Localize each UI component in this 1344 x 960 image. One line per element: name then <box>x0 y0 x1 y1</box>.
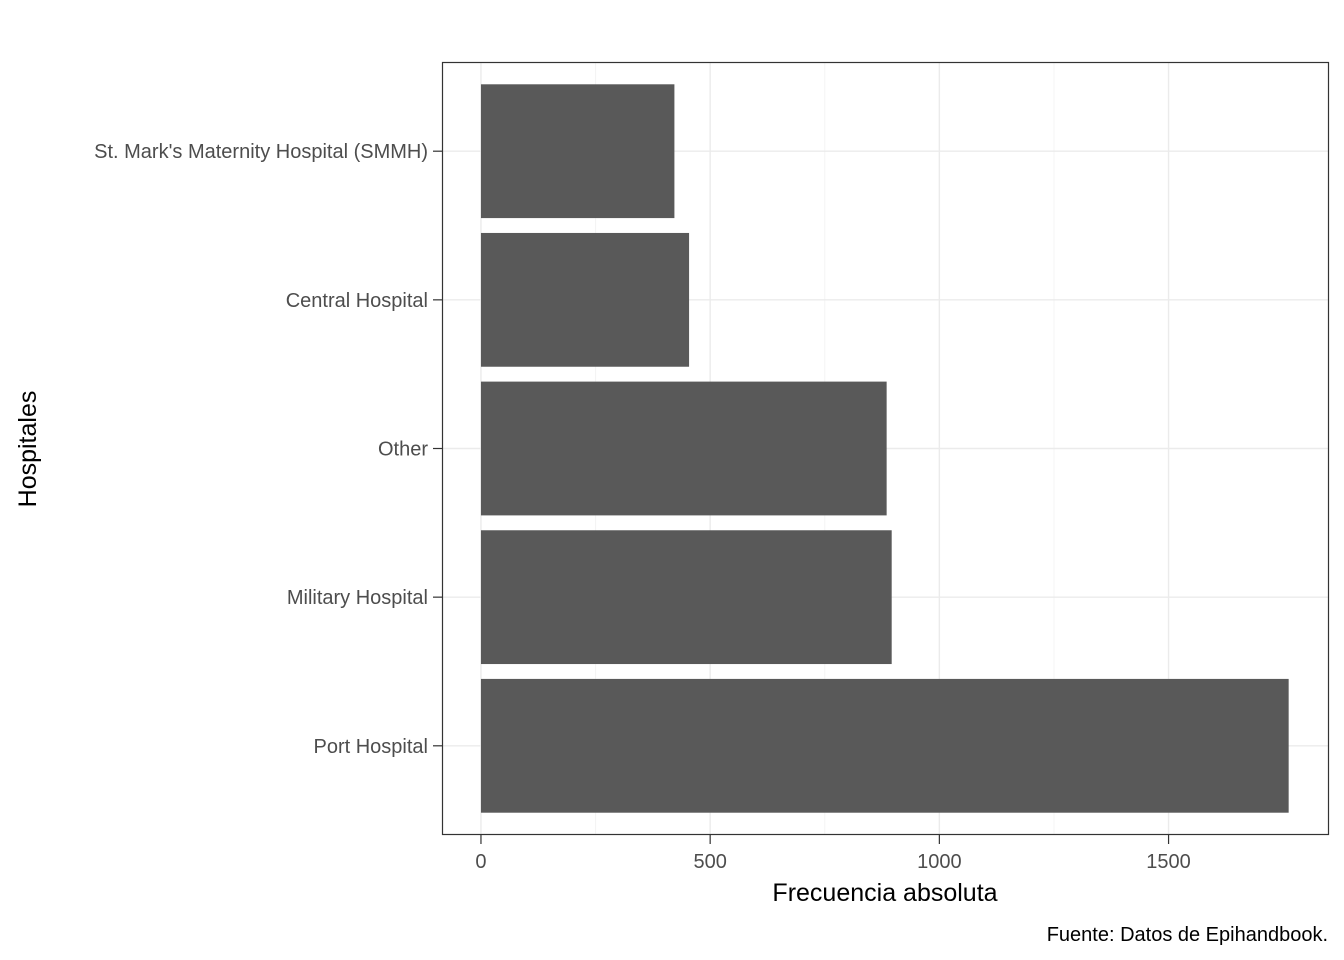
bars <box>480 84 1289 813</box>
x-tick-label: 1500 <box>1146 851 1191 873</box>
x-axis-ticks: 0 500 1000 1500 <box>475 835 1191 873</box>
y-tick-label: Central Hospital <box>286 290 428 312</box>
x-tick-label: 500 <box>693 851 726 873</box>
bar <box>480 381 887 516</box>
y-tick-label: Other <box>378 439 428 461</box>
x-tick-label: 0 <box>475 851 486 873</box>
bar <box>480 678 1289 813</box>
y-tick-label: Port Hospital <box>314 736 429 758</box>
bar <box>480 530 892 665</box>
x-tick-label: 1000 <box>917 851 962 873</box>
y-axis-ticks: St. Mark's Maternity Hospital (SMMH) Cent… <box>94 141 442 758</box>
chart-caption: Fuente: Datos de Epihandbook. <box>1047 924 1328 946</box>
panel-border <box>441 61 1330 836</box>
y-tick-label: St. Mark's Maternity Hospital (SMMH) <box>94 141 428 163</box>
y-axis-title: Hospitales <box>14 391 42 508</box>
bar <box>480 232 690 367</box>
x-axis-title: Frecuencia absoluta <box>772 879 997 907</box>
bar <box>480 84 675 219</box>
y-tick-label: Military Hospital <box>287 587 428 609</box>
